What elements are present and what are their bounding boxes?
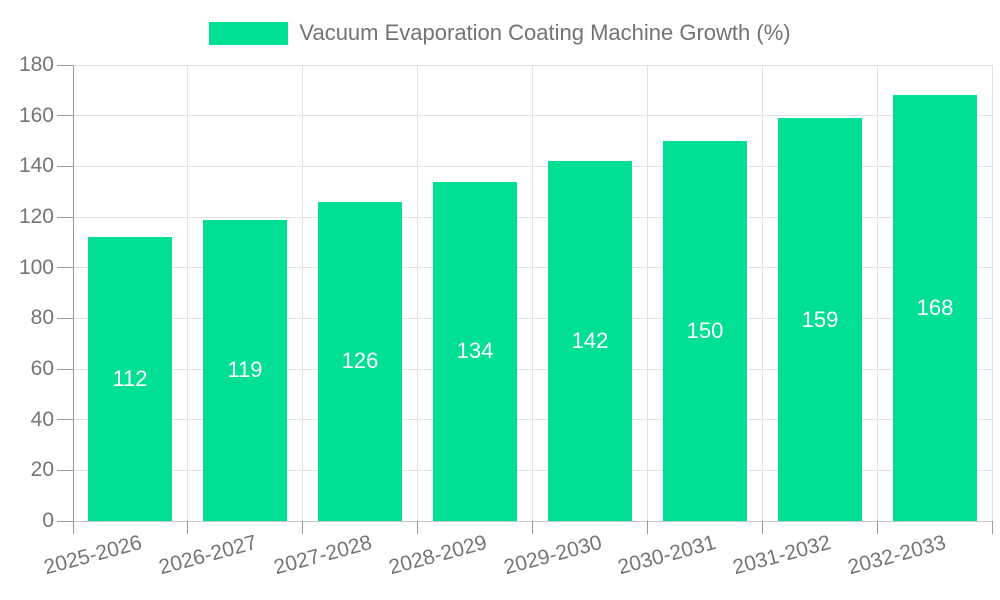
x-axis-tick-label: 2028-2029 <box>386 531 490 580</box>
v-gridline <box>417 65 419 521</box>
bar-value-label: 168 <box>916 295 954 321</box>
x-axis-tick-label: 2026-2027 <box>156 531 260 580</box>
v-gridline <box>876 65 878 521</box>
bar[interactable] <box>88 237 172 521</box>
bar[interactable] <box>548 161 632 521</box>
bar-value-label: 159 <box>801 306 839 332</box>
x-axis-tick <box>761 521 763 534</box>
x-axis-tick <box>532 521 533 534</box>
y-axis-tick <box>57 64 73 66</box>
bar[interactable] <box>663 141 747 521</box>
y-axis-tick-label: 160 <box>18 103 54 127</box>
y-axis-tick-label: 60 <box>30 357 54 380</box>
x-axis-tick-label: 2031-2032 <box>730 531 834 580</box>
x-axis-tick <box>417 521 419 534</box>
v-gridline <box>761 65 763 521</box>
x-axis-tick <box>302 521 304 534</box>
x-axis-tick-label: 2027-2028 <box>271 531 375 580</box>
bar[interactable] <box>203 219 287 521</box>
y-axis-tick-label: 120 <box>18 205 54 228</box>
v-gridline <box>532 65 533 521</box>
v-gridline <box>991 65 993 521</box>
x-axis-tick <box>876 521 878 534</box>
x-axis-tick-label: 2030-2031 <box>615 531 719 580</box>
bar-value-label: 119 <box>227 357 263 383</box>
bar-value-label: 150 <box>686 318 724 343</box>
y-axis-tick <box>57 419 73 421</box>
v-gridline <box>302 65 304 521</box>
bar-value-label: 134 <box>456 338 494 364</box>
bar[interactable] <box>318 201 402 521</box>
legend-item[interactable]: Vacuum Evaporation Coating Machine Growt… <box>0 20 1000 46</box>
bar-value-label: 126 <box>341 348 379 374</box>
bar[interactable] <box>778 118 862 521</box>
y-axis-tick-label: 0 <box>42 509 54 532</box>
v-gridline <box>187 65 189 521</box>
bar[interactable] <box>433 181 517 521</box>
y-axis-tick-label: 100 <box>18 255 54 279</box>
x-axis-tick <box>991 521 993 534</box>
y-axis-tick <box>57 216 73 218</box>
v-gridline <box>646 65 648 521</box>
y-axis-tick-label: 180 <box>18 53 54 76</box>
y-axis-tick-label: 40 <box>30 407 54 431</box>
y-axis-line <box>72 65 74 534</box>
y-axis-tick-label: 20 <box>30 458 54 482</box>
legend-swatch <box>209 21 289 45</box>
bar-value-label: 142 <box>571 328 609 354</box>
y-axis-tick <box>57 267 73 269</box>
y-axis-tick <box>57 368 73 370</box>
y-axis-tick-label: 80 <box>30 306 54 330</box>
y-axis-tick <box>57 520 73 522</box>
x-axis-tick-label: 2025-2026 <box>41 531 145 580</box>
bar[interactable] <box>893 95 977 521</box>
x-axis-tick <box>187 521 189 534</box>
legend-label: Vacuum Evaporation Coating Machine Growt… <box>299 20 791 45</box>
x-axis-tick <box>646 521 648 534</box>
y-axis-tick <box>57 317 73 319</box>
bar-value-label: 112 <box>112 366 148 392</box>
y-axis-tick <box>57 469 73 471</box>
y-axis-tick <box>57 115 73 117</box>
x-axis-tick-label: 2032-2033 <box>845 531 949 580</box>
y-axis-tick-label: 140 <box>18 154 54 178</box>
x-axis-tick-label: 2029-2030 <box>500 531 604 580</box>
y-axis-tick <box>57 165 73 167</box>
